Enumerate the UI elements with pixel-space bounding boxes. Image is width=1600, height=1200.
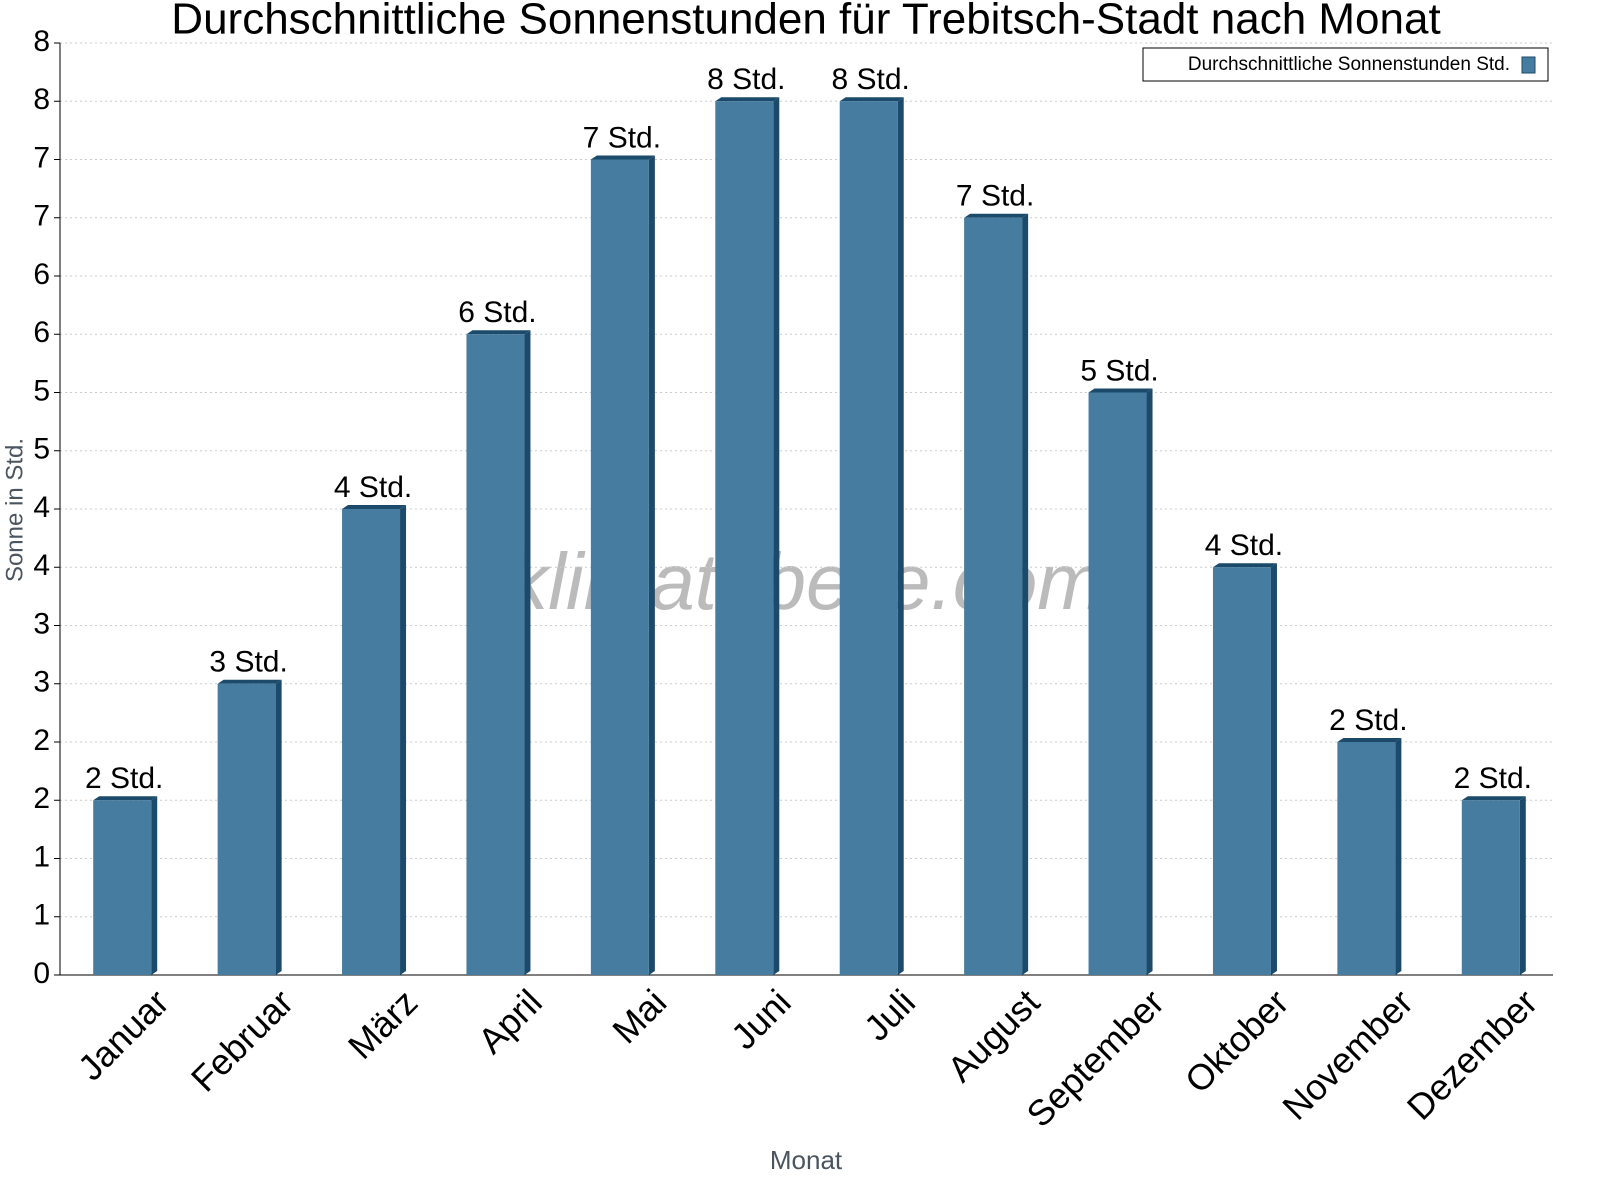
bar bbox=[1088, 392, 1147, 975]
bar bbox=[715, 101, 774, 975]
x-axis-title: Monat bbox=[770, 1145, 843, 1175]
bar-top bbox=[839, 97, 904, 102]
bar-top bbox=[1337, 738, 1402, 742]
bar-side bbox=[648, 155, 655, 975]
legend-swatch bbox=[1521, 56, 1536, 74]
value-label: 7 Std. bbox=[956, 180, 1034, 213]
y-tick-label: 7 bbox=[33, 141, 50, 174]
bar-side bbox=[1519, 796, 1526, 975]
y-tick-label: 5 bbox=[33, 374, 50, 407]
y-tick-label: 1 bbox=[33, 899, 50, 932]
y-tick-label: 7 bbox=[33, 200, 50, 233]
bar-side bbox=[151, 796, 158, 975]
bar-side bbox=[1022, 213, 1029, 975]
value-label: 8 Std. bbox=[707, 63, 785, 96]
bar-side bbox=[524, 330, 531, 975]
y-tick-label: 3 bbox=[33, 666, 50, 699]
bar-top bbox=[466, 330, 531, 335]
bar-side bbox=[897, 97, 904, 975]
bar-top bbox=[217, 679, 282, 684]
y-tick-label: 4 bbox=[33, 549, 50, 582]
y-tick-label: 2 bbox=[33, 724, 50, 757]
bar-top bbox=[342, 505, 407, 509]
value-label: 7 Std. bbox=[583, 121, 661, 154]
bar bbox=[1212, 567, 1271, 975]
value-label: 4 Std. bbox=[1205, 529, 1283, 562]
y-tick-label: 1 bbox=[33, 840, 50, 873]
bar bbox=[1337, 742, 1396, 975]
value-label: 2 Std. bbox=[1329, 704, 1407, 737]
y-tick-label: 0 bbox=[33, 957, 50, 990]
legend-label: Durchschnittliche Sonnenstunden Std. bbox=[1188, 54, 1510, 75]
bar bbox=[839, 101, 898, 975]
bar-side bbox=[1146, 388, 1153, 975]
bar bbox=[466, 334, 525, 975]
value-label: 2 Std. bbox=[85, 762, 163, 795]
value-label: 5 Std. bbox=[1080, 354, 1158, 387]
bar-side bbox=[773, 97, 780, 975]
bar bbox=[1461, 800, 1520, 975]
chart-title: Durchschnittliche Sonnenstunden für Treb… bbox=[171, 0, 1440, 44]
bar bbox=[590, 159, 649, 975]
bar-top bbox=[93, 796, 158, 801]
bar-top bbox=[1212, 563, 1277, 568]
y-tick-label: 2 bbox=[33, 782, 50, 815]
value-label: 3 Std. bbox=[209, 646, 287, 679]
y-tick-label: 5 bbox=[33, 433, 50, 466]
y-tick-label: 8 bbox=[33, 83, 50, 116]
bar-top bbox=[1461, 796, 1526, 801]
legend-box bbox=[1142, 47, 1549, 82]
bar-top bbox=[964, 213, 1029, 218]
value-label: 4 Std. bbox=[334, 471, 412, 504]
y-tick-label: 3 bbox=[33, 607, 50, 640]
bar-top bbox=[590, 155, 655, 160]
bar bbox=[217, 683, 276, 975]
bar bbox=[964, 217, 1023, 975]
bar-side bbox=[275, 679, 282, 975]
y-tick-label: 6 bbox=[33, 258, 50, 291]
bar-top bbox=[1088, 388, 1153, 393]
bar-side bbox=[400, 505, 407, 975]
y-axis-title: Sonne in Std. bbox=[1, 438, 28, 582]
bar-side bbox=[1270, 563, 1277, 975]
bar bbox=[93, 800, 152, 975]
value-label: 8 Std. bbox=[832, 63, 910, 96]
y-tick-label: 8 bbox=[33, 25, 50, 58]
y-tick-label: 4 bbox=[33, 491, 50, 524]
bar bbox=[342, 509, 401, 975]
bar-top bbox=[715, 97, 780, 102]
y-tick-label: 6 bbox=[33, 316, 50, 349]
value-label: 2 Std. bbox=[1454, 762, 1532, 795]
value-label: 6 Std. bbox=[458, 296, 536, 329]
bar-side bbox=[1395, 738, 1402, 975]
